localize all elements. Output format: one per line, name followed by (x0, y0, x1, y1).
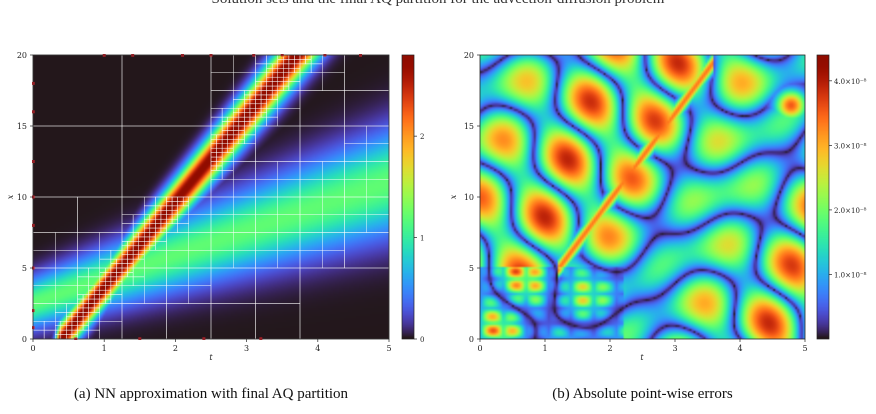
x-axis-label-b: t (640, 353, 644, 362)
y-axis-label-b: x (449, 194, 458, 199)
y-tick-label: 20 (464, 51, 474, 60)
x-tick-label: 0 (30, 344, 35, 353)
caption-b: (b) Absolute point-wise errors (552, 386, 733, 402)
x-tick-label: 2 (173, 344, 178, 353)
y-tick-label: 20 (17, 51, 27, 60)
x-tick-label: 0 (477, 344, 482, 353)
colorbar-tick-label: 0 (420, 336, 424, 344)
x-tick-label: 4 (315, 344, 320, 353)
y-tick-label: 15 (17, 122, 27, 131)
y-tick-label: 10 (464, 193, 474, 202)
panel-a: 0 1 2 3 4 5 0 5 10 15 20 t x 0 1 2 (6, 51, 424, 362)
y-ticks-b: 0 5 10 15 20 (464, 51, 480, 344)
colorbar-tick-label: 2 (420, 133, 424, 141)
x-tick-label: 3 (672, 344, 677, 353)
aq-partition-grid (32, 54, 390, 340)
panel-b: 0 1 2 3 4 5 0 5 10 15 20 t x 1.0×10⁻⁸ 2.0×10⁻⁸ 3.0×… (449, 51, 867, 362)
colorbar-a (402, 55, 414, 339)
x-axis-label-a: t (209, 353, 213, 362)
y-ticks-a: 0 5 10 15 20 (17, 51, 33, 344)
y-tick-label: 0 (469, 335, 474, 344)
x-tick-label: 1 (542, 344, 547, 353)
colorbar-tick-label: 2.0×10⁻⁸ (834, 207, 867, 215)
x-tick-label: 1 (102, 344, 107, 353)
colorbar-ticks-b: 1.0×10⁻⁸ 2.0×10⁻⁸ 3.0×10⁻⁸ 4.0×10⁻⁸ (829, 78, 867, 279)
heatmap-b (480, 55, 805, 339)
x-tick-label: 2 (607, 344, 612, 353)
y-tick-label: 0 (22, 335, 27, 344)
y-tick-label: 5 (469, 264, 474, 273)
y-tick-label: 10 (17, 193, 27, 202)
y-tick-label: 5 (22, 264, 27, 273)
colorbar-tick-label: 3.0×10⁻⁸ (834, 142, 867, 150)
colorbar-tick-label: 1.0×10⁻⁸ (834, 271, 867, 279)
colorbar-ticks-a: 0 1 2 (414, 133, 424, 344)
colorbar-tick-label: 1 (420, 235, 424, 243)
x-ticks-b: 0 1 2 3 4 5 (477, 339, 808, 353)
caption-a: (a) NN approximation with final AQ parti… (73, 386, 349, 402)
x-tick-label: 5 (386, 344, 391, 353)
y-tick-label: 15 (464, 122, 474, 131)
colorbar-frame-a (401, 54, 415, 340)
x-tick-label: 5 (802, 344, 807, 353)
colorbar-tick-label: 4.0×10⁻⁸ (834, 78, 867, 86)
x-tick-label: 4 (737, 344, 742, 353)
colorbar-frame-b (816, 54, 830, 340)
x-tick-label: 3 (244, 344, 249, 353)
x-ticks-a: 0 1 2 3 4 5 (30, 339, 392, 353)
colorbar-b (817, 55, 829, 339)
cut-header-text: Solution sets and the final AQ partition… (0, 0, 876, 8)
y-axis-label-a: x (6, 194, 15, 199)
